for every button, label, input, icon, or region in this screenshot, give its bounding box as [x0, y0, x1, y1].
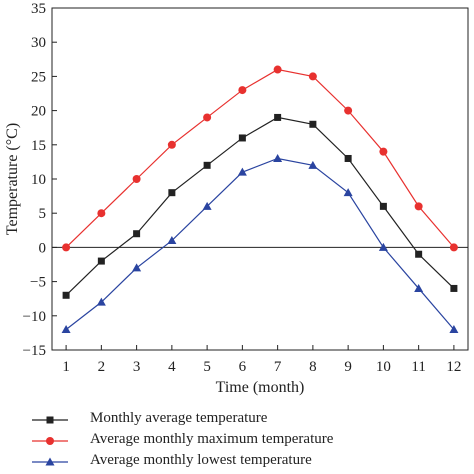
x-tick-label: 1: [62, 359, 70, 375]
x-tick-label: 10: [376, 359, 391, 375]
data-point: [273, 65, 282, 74]
x-axis-label: Time (month): [216, 379, 305, 396]
data-point: [344, 106, 353, 115]
x-tick-label: 5: [203, 359, 211, 375]
legend-item: Monthly average temperature: [30, 409, 470, 430]
y-tick-label: 20: [31, 104, 46, 120]
data-point: [132, 263, 142, 272]
data-point: [309, 120, 317, 128]
data-point: [308, 72, 317, 81]
legend-symbol: [32, 437, 68, 445]
y-tick-label: 10: [31, 172, 46, 188]
data-point: [308, 160, 318, 169]
series-line: [65, 68, 455, 248]
series-layer: [61, 65, 459, 333]
x-tick-label: 8: [309, 359, 317, 375]
data-point: [238, 86, 247, 95]
legend-label: Average monthly lowest temperature: [90, 452, 312, 468]
data-point: [203, 161, 211, 169]
series-1: [62, 113, 458, 299]
legend-label: Monthly average temperature: [90, 410, 268, 426]
x-tick-label: 4: [168, 359, 176, 375]
data-point: [414, 283, 424, 292]
legend-item: Average monthly lowest temperature: [30, 451, 470, 472]
data-point: [449, 243, 458, 252]
y-tick-label: 0: [39, 240, 47, 256]
x-tick-label: 3: [133, 359, 141, 375]
data-point: [378, 242, 388, 251]
data-point: [414, 202, 423, 211]
legend-label: Average monthly maximum temperature: [90, 431, 334, 447]
data-point: [343, 188, 353, 197]
y-tick-label: 30: [31, 35, 46, 51]
x-tick-label: 6: [239, 359, 247, 375]
data-point: [62, 243, 71, 252]
data-point: [167, 140, 176, 149]
data-point: [203, 113, 212, 122]
data-point: [62, 291, 70, 299]
legend-item: Average monthly maximum temperature: [30, 430, 470, 451]
y-tick-label: 5: [39, 206, 47, 222]
data-point: [168, 189, 176, 197]
data-point: [97, 257, 105, 265]
data-point: [379, 147, 388, 156]
data-point: [202, 201, 212, 210]
y-tick-label: −5: [30, 275, 46, 291]
data-point: [97, 209, 106, 218]
series-3: [61, 153, 459, 333]
legend-marker: [45, 457, 55, 466]
x-tick-label: 2: [98, 359, 106, 375]
data-point: [449, 324, 459, 333]
data-point: [237, 167, 247, 176]
data-point: [379, 202, 387, 210]
data-point: [167, 236, 177, 245]
x-tick-label: 9: [344, 359, 352, 375]
y-tick-label: −15: [23, 343, 46, 359]
series-line: [65, 157, 455, 330]
y-tick-label: 35: [31, 1, 46, 17]
legend: Monthly average temperature Average month…: [30, 409, 470, 472]
data-point: [238, 134, 246, 142]
data-point: [273, 153, 283, 162]
y-tick-label: 15: [31, 138, 46, 154]
series-2: [62, 65, 458, 252]
x-tick-label: 11: [411, 359, 425, 375]
y-tick-label: 25: [31, 69, 46, 85]
data-point: [96, 297, 106, 306]
series-line: [65, 116, 455, 296]
data-point: [133, 230, 141, 238]
legend-symbol: [32, 416, 68, 424]
legend-symbol: [32, 457, 68, 466]
x-tick-label: 7: [274, 359, 282, 375]
data-point: [415, 250, 423, 258]
legend-marker: [46, 416, 54, 424]
data-point: [344, 154, 352, 162]
data-point: [61, 324, 71, 333]
data-point: [132, 175, 141, 183]
y-tick-label: −10: [23, 309, 46, 325]
y-axis-label: Temperature (°C): [4, 123, 21, 235]
data-point: [450, 284, 458, 292]
x-tick-label: 12: [446, 359, 461, 375]
plot-frame: [51, 7, 469, 351]
legend-marker: [46, 437, 54, 445]
data-point: [274, 113, 282, 121]
